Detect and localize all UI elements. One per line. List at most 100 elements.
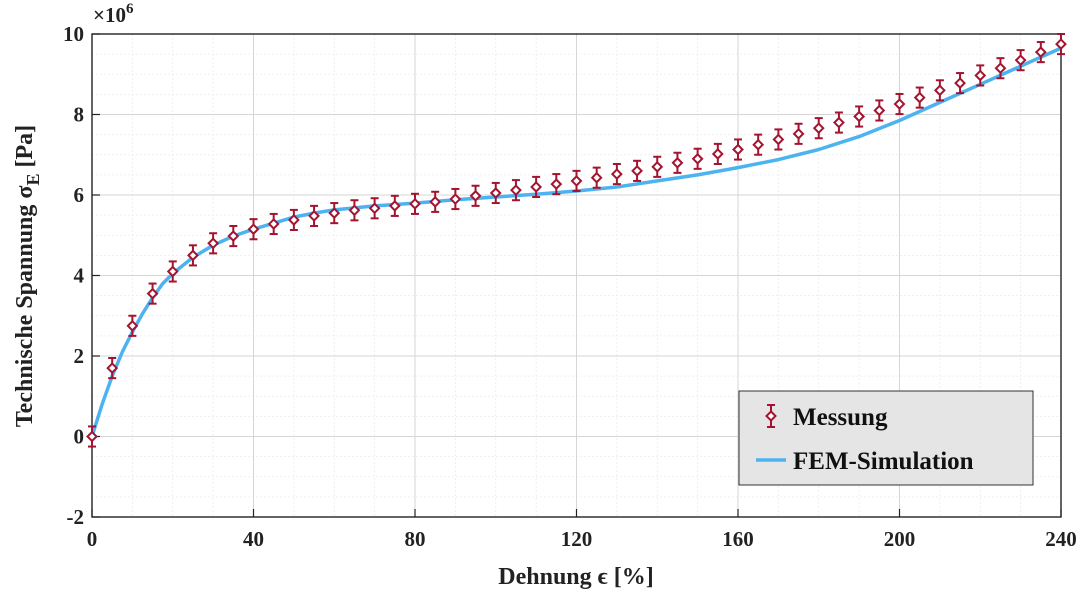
measurement-point [247,218,260,241]
x-tick-label: 0 [87,527,98,551]
x-tick-label: 200 [884,527,916,551]
measurement-marker [570,174,583,187]
measurement-marker [388,199,401,212]
x-tick-label: 160 [722,527,754,551]
measurement-point [1034,41,1047,64]
measurement-marker [1014,54,1027,67]
y-tick-label: 4 [74,264,85,288]
measurement-marker [126,319,139,332]
y-axis-title-unit: [Pa] [12,125,38,168]
measurement-marker [106,362,119,374]
measurement-point [287,208,300,232]
measurement-marker [954,77,966,90]
legend-diamond [765,410,777,422]
measurement-marker [1055,38,1067,50]
measurement-point [974,64,987,87]
measurement-point [166,260,179,283]
measurement-marker [590,171,603,184]
measurement-marker [994,62,1007,75]
measurement-marker [833,116,845,129]
measurement-point [328,202,341,225]
measurement-point [570,169,583,192]
measurement-marker [651,160,664,173]
y-axis-title-subscript: E [23,174,43,186]
y-tick-label: 6 [74,183,85,207]
measurement-point [671,151,684,174]
measurement-marker [530,181,543,193]
y-tick-label: 2 [74,344,85,368]
measurement-point [691,147,704,170]
measurement-marker [671,156,684,169]
measurement-point [368,197,381,220]
measurement-marker [752,138,765,151]
y-tick-label: 0 [74,425,85,449]
measurement-point [651,155,664,178]
measurement-marker [812,122,825,135]
measurement-point [409,192,421,215]
measurement-marker [772,133,785,146]
measurement-marker [287,214,300,226]
y-multiplier-base: ×10 [93,3,126,27]
x-axis-title: Dehnung ϵ [%] [498,564,653,590]
measurement-point [631,159,643,182]
measurement-point [994,57,1007,80]
measurement-point [207,232,220,255]
measurement-marker [187,249,199,262]
measurement-point [146,282,159,305]
measurement-point [812,117,825,140]
measurement-marker [631,164,643,177]
measurement-marker [711,148,724,160]
measurement-point [711,142,724,166]
measurement-marker [550,178,563,191]
measurement-point [86,425,98,448]
y-multiplier-exponent: 6 [126,1,134,17]
x-tick-label: 80 [405,527,426,551]
measurement-point [590,166,603,189]
x-tick-label: 120 [561,527,593,551]
y-axis-title: Technische Spannung σE [Pa] [12,125,43,427]
measurement-point [469,184,482,207]
measurement-point [187,244,199,267]
measurement-marker [368,202,381,215]
y-axis-multiplier: ×106 [93,1,134,27]
measurement-point [913,86,926,109]
measurement-marker [227,230,240,242]
measurement-point [489,181,502,205]
measurement-marker [792,127,805,140]
measurement-point [893,92,906,116]
measurement-marker [610,168,623,180]
measurement-point [530,175,543,199]
measurement-point [732,138,744,161]
measurement-marker [449,193,462,205]
legend-box [738,390,1034,486]
measurement-marker [86,430,98,443]
measurement-marker [146,287,159,300]
measurement-marker [348,204,361,217]
measurement-point [449,187,462,211]
series-layer [86,33,1067,448]
measurement-marker [409,197,421,210]
measurement-point [954,72,966,95]
x-tick-label: 40 [243,527,264,551]
y-tick-label: -2 [67,505,85,529]
measurement-point [267,212,280,236]
x-tick-label: 240 [1045,527,1077,551]
measurement-marker [308,210,320,222]
measurement-point [792,122,805,145]
y-tick-label: 8 [74,103,85,127]
measurement-point [308,204,320,227]
measurement-marker [469,189,482,202]
measurement-point [550,173,563,196]
measurement-marker [893,98,906,110]
measurement-point [853,105,866,128]
measurement-point [388,194,401,217]
measurement-marker [510,184,522,197]
measurement-point [873,99,886,122]
y-tick-label: 10 [63,22,84,46]
measurement-point [227,224,240,248]
measurement-marker [913,91,926,104]
legend-label-messung: Messung [793,404,888,431]
measurement-marker [974,69,987,82]
measurement-marker [247,223,260,236]
